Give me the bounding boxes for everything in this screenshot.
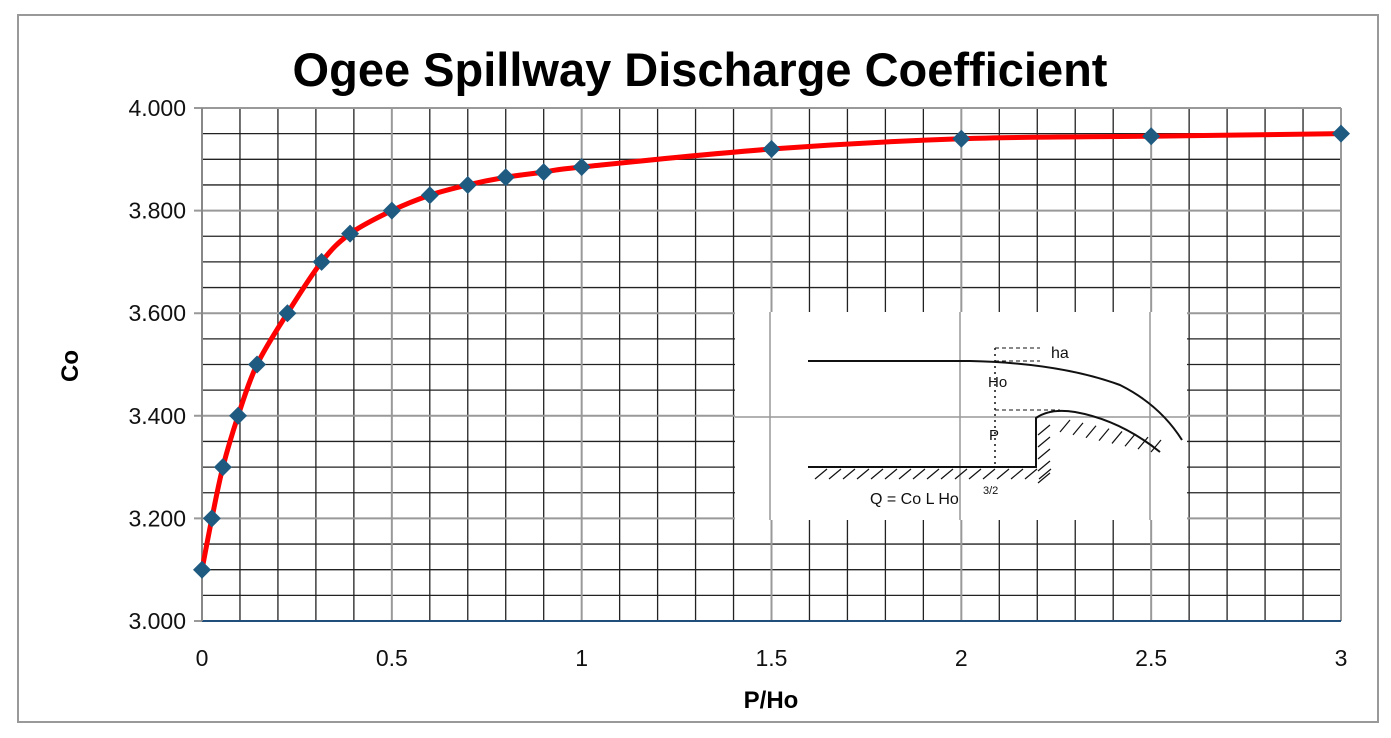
data-point-marker (1142, 127, 1161, 146)
hatch-mark (1072, 422, 1084, 436)
hatch-mark (940, 468, 954, 480)
spillway-inset-diagram: ha Ho P Q = Co L Ho 3/2 (735, 312, 1187, 520)
hatch-mark (828, 468, 842, 480)
hatch-mark (1024, 468, 1038, 480)
data-point-marker (496, 168, 515, 187)
inset-label-Ho: Ho (988, 374, 1007, 391)
hatch-mark (1098, 428, 1110, 441)
y-tick-label: 3.600 (128, 300, 186, 326)
hatch-mark (926, 468, 940, 480)
inset-formula-exponent: 3/2 (983, 485, 998, 497)
data-point-marker (458, 175, 477, 194)
axes (201, 108, 1341, 622)
data-point-marker (534, 163, 553, 182)
hatch-mark (1111, 431, 1123, 444)
data-point-marker (1332, 124, 1350, 143)
y-tick-label: 3.400 (128, 403, 186, 429)
hatch-mark (1137, 436, 1149, 450)
chart-title: Ogee Spillway Discharge Coefficient (293, 43, 1108, 96)
spillway-crest-line (808, 409, 1161, 468)
hatch-mark (1124, 433, 1136, 447)
data-point-marker (229, 406, 248, 425)
data-point-marker (193, 560, 211, 579)
hatch-mark (842, 468, 856, 480)
data-point-marker (382, 201, 401, 220)
hatch-mark (870, 468, 884, 480)
y-tick-label: 3.200 (128, 505, 186, 531)
x-tick-label: 0 (196, 645, 209, 671)
x-tick-label: 2.5 (1135, 645, 1167, 671)
hatch-mark (968, 468, 982, 480)
hatch-mark (982, 468, 996, 480)
x-tick-label: 2 (955, 645, 968, 671)
water-surface-line (808, 360, 1183, 441)
x-tick-label: 0.5 (376, 645, 408, 671)
hatch-mark (1010, 468, 1024, 480)
data-point-marker (312, 252, 331, 271)
hatch-mark (954, 468, 968, 480)
tick-labels: 0 0.5 1 1.5 2 2.5 3 3.000 3.200 3.400 3.600 3.800 4.… (128, 95, 1347, 671)
ground-hatching (814, 419, 1162, 484)
hatch-mark (1059, 419, 1071, 433)
data-point-marker (341, 224, 360, 243)
hatch-mark (1037, 436, 1051, 448)
y-tick-label: 3.000 (128, 608, 186, 634)
hatch-mark (1085, 425, 1097, 439)
y-tick-label: 3.800 (128, 198, 186, 224)
data-point-marker (213, 458, 232, 477)
data-point-marker (762, 140, 781, 159)
hatch-mark (912, 468, 926, 480)
markers (193, 124, 1350, 579)
x-axis-label: P/Ho (744, 687, 799, 714)
hatch-mark (898, 468, 912, 480)
y-tick-label: 4.000 (128, 95, 186, 121)
hatch-mark (814, 468, 828, 480)
inset-background (735, 312, 1187, 520)
data-point-marker (572, 157, 591, 176)
inset-label-ha: ha (1051, 345, 1069, 362)
data-point-marker (420, 186, 439, 205)
data-point-marker (952, 129, 971, 148)
x-tick-label: 3 (1335, 645, 1348, 671)
hatch-mark (1037, 472, 1051, 484)
x-tick-label: 1 (575, 645, 588, 671)
inset-formula: Q = Co L Ho (870, 491, 959, 508)
hatch-mark (884, 468, 898, 480)
hatch-mark (1150, 439, 1162, 453)
data-point-marker (202, 509, 221, 528)
hatch-mark (996, 468, 1010, 480)
data-point-marker (248, 355, 267, 374)
data-point-marker (278, 304, 297, 323)
y-axis-label: Co (57, 350, 84, 382)
hatch-mark (1038, 468, 1052, 480)
x-tick-label: 1.5 (756, 645, 788, 671)
hatch-mark (1037, 460, 1051, 472)
hatch-mark (1037, 424, 1051, 436)
hatch-mark (856, 468, 870, 480)
hatch-mark (1037, 448, 1051, 460)
inset-label-P: P (989, 427, 999, 444)
